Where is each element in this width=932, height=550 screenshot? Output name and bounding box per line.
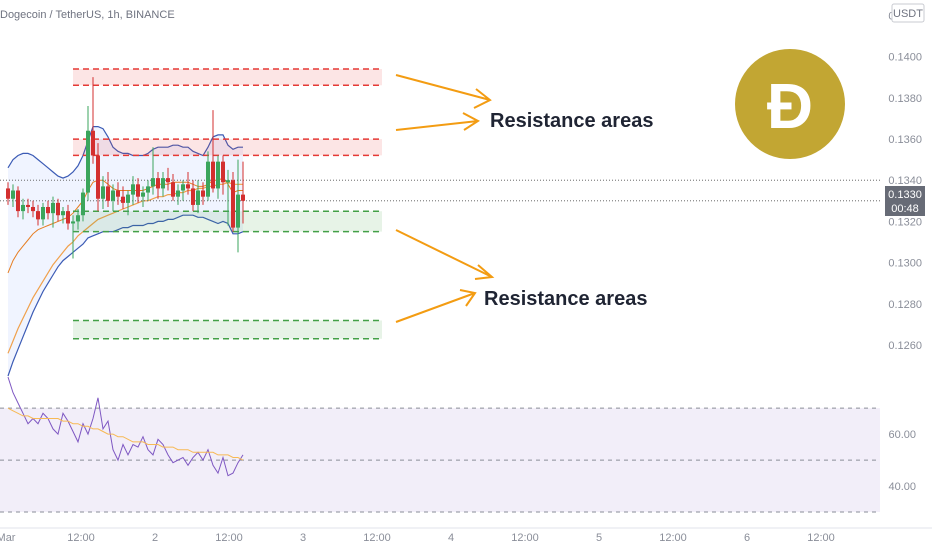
price-tag: 0.1330 00:48 bbox=[885, 186, 925, 216]
candle-body-26 bbox=[136, 184, 140, 197]
candle-body-21 bbox=[111, 190, 115, 201]
current-price: 0.1330 bbox=[888, 189, 922, 201]
candle-body-17 bbox=[91, 130, 95, 156]
candle-body-15 bbox=[81, 192, 85, 216]
candle-body-31 bbox=[161, 178, 165, 189]
candle-body-39 bbox=[201, 190, 205, 197]
candle-body-42 bbox=[216, 161, 220, 189]
x-tick-label: 12:00 bbox=[363, 532, 391, 544]
candle-body-44 bbox=[226, 180, 230, 183]
bollinger-lower-line bbox=[7, 214, 244, 377]
candle-body-35 bbox=[181, 184, 185, 191]
currency-label: USDT bbox=[893, 8, 923, 20]
x-tick-label: 12:00 bbox=[511, 532, 539, 544]
candle-body-2 bbox=[16, 190, 20, 212]
candle-body-11 bbox=[61, 211, 65, 216]
price-tick-label: 0.1280 bbox=[888, 299, 922, 311]
x-tick-label: 6 bbox=[744, 532, 750, 544]
dogecoin-logo-glyph: Ð bbox=[767, 70, 813, 142]
rsi-series-1 bbox=[7, 407, 244, 461]
candle-body-41 bbox=[211, 161, 215, 189]
bollinger-basis-line bbox=[7, 177, 243, 274]
candle-body-40 bbox=[206, 161, 210, 197]
candle-body-12 bbox=[66, 211, 70, 224]
annotation-arrows bbox=[395, 74, 495, 323]
candle-body-19 bbox=[101, 186, 105, 199]
candle-body-38 bbox=[196, 190, 200, 205]
x-tick-label: 12:00 bbox=[215, 532, 243, 544]
candle-body-0 bbox=[6, 188, 10, 199]
x-tick-label: 4 bbox=[448, 532, 454, 544]
candle-body-46 bbox=[236, 194, 240, 228]
candle-body-18 bbox=[96, 155, 100, 199]
candle-body-8 bbox=[46, 206, 50, 214]
candle-body-25 bbox=[131, 184, 135, 195]
candle-body-32 bbox=[166, 178, 170, 183]
zone-resistance-0 bbox=[73, 69, 382, 86]
currency-badge-box bbox=[891, 3, 925, 23]
bollinger-upper-line bbox=[7, 125, 243, 179]
zone-resistance-1 bbox=[73, 139, 382, 156]
candle-body-16 bbox=[86, 130, 90, 193]
candle-body-33 bbox=[171, 182, 175, 197]
candle-body-28 bbox=[146, 186, 150, 193]
candle-body-29 bbox=[151, 178, 155, 187]
candle-body-3 bbox=[21, 204, 25, 212]
dogecoin-logo-circle bbox=[735, 49, 845, 159]
x-tick-label: 5 bbox=[596, 532, 602, 544]
rsi-series-0 bbox=[7, 376, 244, 477]
annotation-resistance-upper: Resistance areas bbox=[490, 110, 653, 132]
candle-body-30 bbox=[156, 178, 160, 189]
dogecoin-logo: Ð bbox=[735, 49, 845, 159]
x-tick-label: 12:00 bbox=[67, 532, 95, 544]
bar-countdown: 00:48 bbox=[891, 203, 919, 215]
candle-body-24 bbox=[126, 194, 130, 203]
x-tick-label: 12:00 bbox=[659, 532, 687, 544]
x-tick-label: 2 bbox=[152, 532, 158, 544]
zone-support-3 bbox=[73, 320, 382, 339]
arrow-upper-2 bbox=[395, 112, 480, 131]
rsi-tick-label: 40.00 bbox=[888, 481, 916, 493]
symbol-title: Dogecoin / TetherUS, 1h, BINANCE bbox=[0, 9, 175, 21]
candle-body-22 bbox=[116, 190, 120, 197]
price-tick-label: 0.1300 bbox=[888, 258, 922, 270]
candle-body-6 bbox=[36, 211, 40, 220]
candle-body-14 bbox=[76, 215, 80, 222]
annotation-resistance-lower: Resistance areas bbox=[484, 288, 647, 310]
x-tick-label: 3 bbox=[300, 532, 306, 544]
price-tick-label: 0.1340 bbox=[888, 175, 922, 187]
candle-body-37 bbox=[191, 188, 195, 205]
chart-marks: 0.14200.14000.13800.13600.13400.13200.13… bbox=[0, 10, 932, 544]
candle-body-27 bbox=[141, 192, 145, 197]
currency-badge[interactable]: USDT bbox=[891, 3, 925, 23]
candle-body-5 bbox=[31, 206, 35, 212]
candle-body-7 bbox=[41, 206, 45, 220]
price-tick-label: 0.1360 bbox=[888, 134, 922, 146]
candle-body-4 bbox=[26, 204, 30, 207]
rsi-tick-label: 60.00 bbox=[888, 429, 916, 441]
candle-body-34 bbox=[176, 190, 180, 197]
arrow-lower-1 bbox=[395, 229, 495, 280]
candle-body-43 bbox=[221, 161, 225, 183]
price-tick-label: 0.1320 bbox=[888, 216, 922, 228]
price-tick-label: 0.1380 bbox=[888, 93, 922, 105]
arrow-lower-2 bbox=[395, 289, 477, 323]
candle-body-36 bbox=[186, 184, 190, 189]
candle-body-10 bbox=[56, 202, 60, 216]
candle-body-45 bbox=[231, 180, 235, 228]
candle-body-9 bbox=[51, 202, 55, 214]
price-tag-box bbox=[885, 186, 925, 216]
candle-body-13 bbox=[71, 221, 75, 224]
x-tick-label: 12:00 bbox=[807, 532, 835, 544]
candle-body-23 bbox=[121, 196, 125, 203]
price-tick-label: 0.1400 bbox=[888, 52, 922, 64]
arrow-upper-1 bbox=[395, 74, 492, 109]
x-tick-label: Mar bbox=[0, 532, 16, 544]
price-tick-label: 0.1260 bbox=[888, 340, 922, 352]
candle-body-1 bbox=[11, 190, 15, 199]
ema-line bbox=[7, 181, 243, 354]
candle-body-20 bbox=[106, 186, 110, 201]
candle-body-47 bbox=[241, 194, 245, 201]
